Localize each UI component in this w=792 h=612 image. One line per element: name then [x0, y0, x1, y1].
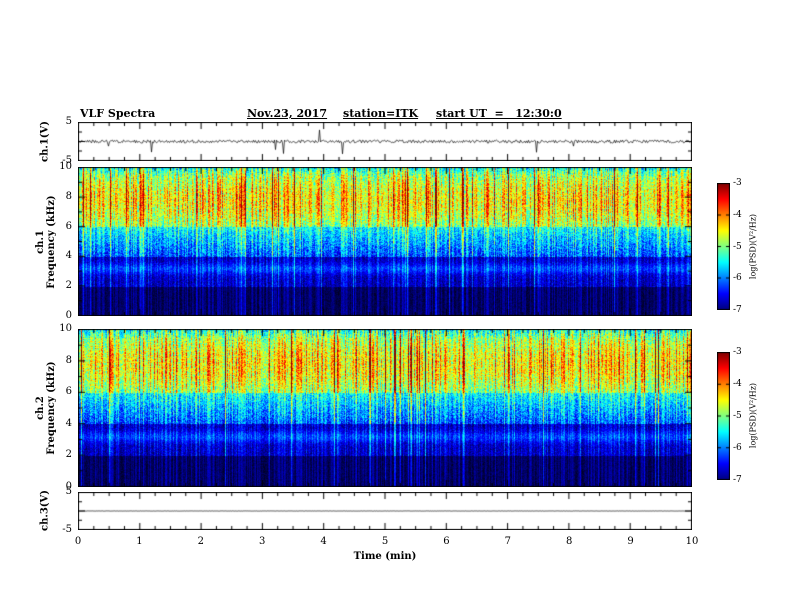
colorbar-tick-label: -7 — [733, 305, 753, 315]
y-tick-label: 4 — [48, 250, 72, 261]
figure-title: VLF Spectra — [80, 107, 155, 120]
colorbar-tick-label: -6 — [733, 443, 753, 453]
x-tick-label: 7 — [498, 536, 518, 547]
y-tick-label: 8 — [48, 355, 72, 366]
ch1-spectrogram-panel — [78, 167, 692, 316]
x-tick-label: 4 — [314, 536, 334, 547]
ch2-spectrogram-canvas — [78, 329, 692, 487]
ch1-spec-ylabel: ch.1 Frequency (kHz) — [35, 162, 57, 322]
y-tick-label: 8 — [48, 191, 72, 202]
y-tick-label: 2 — [48, 280, 72, 291]
colorbar-tick-label: -3 — [733, 347, 753, 357]
ch1-colorbar-canvas — [717, 183, 730, 310]
ch1-spec-ylabel-frequency: Frequency (kHz) — [46, 162, 57, 322]
x-tick-label: 3 — [252, 536, 272, 547]
ch2-colorbar-canvas — [717, 352, 730, 480]
y-tick-label: 6 — [48, 386, 72, 397]
colorbar-tick-label: -4 — [733, 379, 753, 389]
header-date: Nov.23, 2017 — [247, 107, 327, 120]
colorbar-tick-label: -5 — [733, 411, 753, 421]
vlf-spectra-figure: VLF Spectra Nov.23, 2017 station=ITK sta… — [0, 0, 792, 612]
ch1-waveform-canvas — [78, 122, 692, 161]
x-tick-label: 5 — [375, 536, 395, 547]
y-tick-label: 6 — [48, 221, 72, 232]
colorbar-tick-label: -5 — [733, 242, 753, 252]
ch3-waveform-canvas — [78, 492, 692, 530]
ch1-waveform-panel — [78, 122, 692, 161]
ch1-spec-ylabel-channel: ch.1 — [35, 162, 46, 322]
x-tick-label: 6 — [436, 536, 456, 547]
y-tick-label: 5 — [48, 116, 72, 127]
header-station: station=ITK — [343, 107, 418, 120]
y-tick-label: 10 — [48, 323, 72, 334]
x-tick-label: 9 — [621, 536, 641, 547]
y-tick-label: -5 — [48, 524, 72, 535]
y-tick-label: 5 — [48, 486, 72, 497]
ch2-spec-ylabel-channel: ch.2 — [35, 328, 46, 488]
x-tick-label: 8 — [559, 536, 579, 547]
y-tick-label: 0 — [48, 310, 72, 321]
ch2-spec-ylabel: ch.2 Frequency (kHz) — [35, 328, 57, 488]
y-tick-label: 4 — [48, 418, 72, 429]
colorbar-tick-label: -3 — [733, 178, 753, 188]
header-start-ut: start UT = 12:30:0 — [436, 107, 562, 120]
ch2-spectrogram-panel — [78, 329, 692, 487]
ch2-spec-ylabel-frequency: Frequency (kHz) — [46, 328, 57, 488]
colorbar-tick-label: -6 — [733, 273, 753, 283]
x-axis-title: Time (min) — [78, 551, 692, 562]
x-tick-label: 10 — [682, 536, 702, 547]
colorbar-tick-label: -4 — [733, 210, 753, 220]
ch2-colorbar — [717, 352, 730, 480]
ch1-spectrogram-canvas — [78, 167, 692, 316]
y-tick-label: 10 — [48, 161, 72, 172]
x-tick-label: 0 — [68, 536, 88, 547]
colorbar-tick-label: -7 — [733, 475, 753, 485]
x-tick-label: 2 — [191, 536, 211, 547]
ch1-colorbar — [717, 183, 730, 310]
x-tick-label: 1 — [129, 536, 149, 547]
y-tick-label: 2 — [48, 449, 72, 460]
ch3-waveform-panel — [78, 492, 692, 530]
